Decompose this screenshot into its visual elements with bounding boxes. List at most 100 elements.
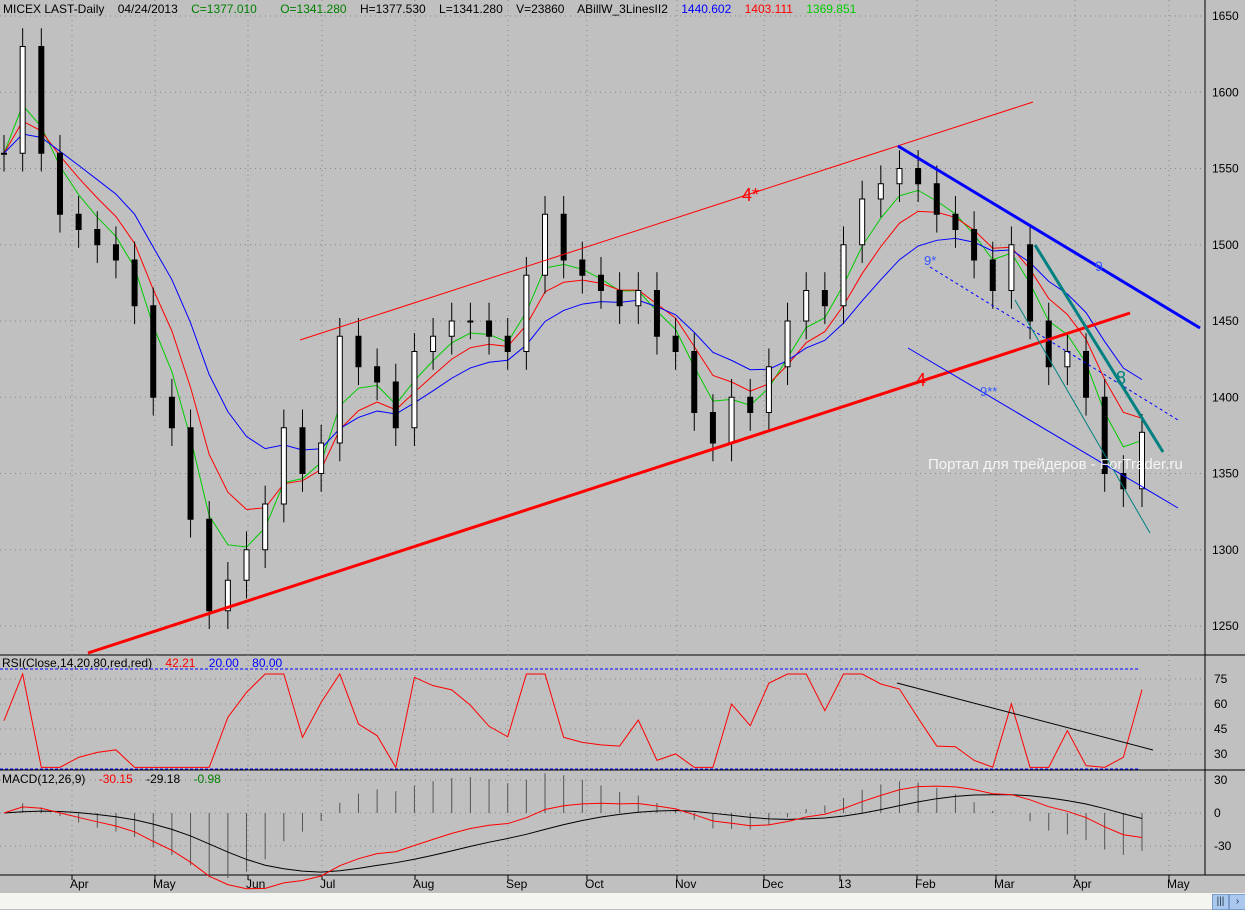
scroll-thumb[interactable]: ||| bbox=[1212, 894, 1229, 910]
price-tick-label: 1550 bbox=[1212, 162, 1239, 176]
watermark: Портал для трейдеров - ForTrader.ru bbox=[928, 456, 1183, 473]
symbol-label: MICEX LAST-Daily bbox=[3, 2, 105, 16]
x-tick-label: Apr bbox=[70, 877, 89, 891]
ma-blue-value: 1440.602 bbox=[681, 2, 732, 16]
ma-red-line bbox=[3, 120, 1143, 510]
macd-line bbox=[3, 785, 1143, 890]
price-tick-label: 1650 bbox=[1212, 9, 1239, 23]
x-tick-label: Jul bbox=[320, 877, 335, 891]
candle-body bbox=[653, 290, 660, 337]
candle-body bbox=[411, 351, 418, 429]
x-tick-label: Sep bbox=[506, 877, 528, 891]
candle-body bbox=[896, 168, 903, 185]
macd-header: MACD(12,26,9) -30.15 -29.18 -0.98 bbox=[2, 772, 231, 786]
x-tick-label: 13 bbox=[838, 877, 852, 891]
macd-signal: -29.18 bbox=[146, 772, 181, 786]
candle-body bbox=[262, 503, 269, 551]
annotation-8: 8 bbox=[1116, 368, 1127, 388]
trendline-9star bbox=[929, 266, 1179, 421]
candle-body bbox=[336, 335, 343, 444]
x-tick-label: May bbox=[153, 877, 176, 891]
candle-body bbox=[131, 259, 138, 307]
trendline-4star bbox=[299, 101, 1034, 341]
macd-hist: -0.98 bbox=[193, 772, 221, 786]
rsi-tick-label: 60 bbox=[1214, 697, 1228, 711]
candle-body bbox=[709, 412, 716, 444]
rsi-line bbox=[3, 672, 1143, 769]
rsi-tick-label: 45 bbox=[1214, 722, 1228, 736]
annotation-9: 9 bbox=[1095, 258, 1103, 274]
ma-blue-line bbox=[3, 133, 1143, 451]
annotation-4: 4 bbox=[916, 370, 927, 390]
price-tick-label: 1450 bbox=[1212, 314, 1239, 328]
candle-body bbox=[374, 366, 381, 383]
candle-body bbox=[672, 335, 679, 352]
chart-header: MICEX LAST-Daily 04/24/2013 C=1377.010 O… bbox=[3, 2, 866, 16]
candle-body bbox=[971, 229, 978, 261]
low-label: L=1341.280 bbox=[439, 2, 503, 16]
macd-tick-label: 30 bbox=[1214, 773, 1228, 787]
trendline-teal-thin bbox=[1014, 299, 1151, 534]
macd-signal-line bbox=[3, 794, 1143, 873]
trendline-8 bbox=[1033, 244, 1165, 453]
candle-body bbox=[448, 320, 455, 337]
volume-label: V=23860 bbox=[516, 2, 565, 16]
high-label: H=1377.530 bbox=[359, 2, 426, 16]
trendline-9 bbox=[897, 144, 1201, 330]
trendline-9starstar bbox=[907, 347, 1179, 509]
indicator-label: ABillW_3LinesII2 bbox=[577, 2, 668, 16]
macd-value: -30.15 bbox=[98, 772, 133, 786]
candle-body bbox=[877, 183, 884, 200]
candle-body bbox=[467, 320, 474, 323]
candle-body bbox=[1120, 473, 1127, 490]
candle-body bbox=[1064, 351, 1071, 368]
candle-body bbox=[579, 259, 586, 276]
candle-body bbox=[19, 46, 26, 154]
macd-tick-label: -30 bbox=[1214, 839, 1232, 853]
rsi-trendline bbox=[896, 682, 1154, 751]
price-tick-label: 1300 bbox=[1212, 543, 1239, 557]
candle-body bbox=[486, 320, 493, 337]
candle-body bbox=[542, 213, 549, 276]
candle-body bbox=[168, 396, 175, 429]
ma-red-value: 1403.111 bbox=[744, 2, 793, 16]
candle-body bbox=[915, 168, 922, 185]
trendline-4 bbox=[87, 311, 1131, 655]
candle-body bbox=[187, 427, 194, 520]
macd-tick-label: 0 bbox=[1214, 806, 1221, 820]
candle-body bbox=[75, 213, 82, 230]
candle-body bbox=[430, 335, 437, 352]
rsi-value: 42.21 bbox=[165, 656, 196, 670]
scroll-right-button[interactable]: › bbox=[1229, 894, 1245, 910]
candle-body bbox=[392, 381, 399, 429]
candle-body bbox=[224, 579, 231, 612]
rsi-low: 20.00 bbox=[208, 656, 239, 670]
price-tick-label: 1350 bbox=[1212, 467, 1239, 481]
candle-body bbox=[616, 290, 623, 307]
candle-body bbox=[784, 320, 791, 368]
candle-body bbox=[1083, 351, 1090, 398]
price-tick-label: 1250 bbox=[1212, 619, 1239, 633]
candle-body bbox=[933, 183, 940, 215]
candle-body bbox=[1027, 244, 1034, 322]
candle-body bbox=[112, 244, 119, 261]
price-tick-label: 1600 bbox=[1212, 85, 1239, 99]
candle-body bbox=[56, 152, 63, 215]
candle-body bbox=[803, 290, 810, 322]
candle-body bbox=[597, 274, 604, 291]
open-label: O=1341.280 bbox=[280, 2, 347, 16]
candle-body bbox=[1139, 431, 1145, 490]
candle-body bbox=[243, 549, 250, 581]
candle-body bbox=[859, 198, 866, 246]
candle-body bbox=[318, 442, 325, 474]
rsi-tick-label: 75 bbox=[1214, 672, 1228, 686]
candle-body bbox=[280, 427, 287, 505]
x-tick-label: Mar bbox=[994, 877, 1015, 891]
candle-body bbox=[206, 518, 213, 612]
date-label: 04/24/2013 bbox=[117, 2, 178, 16]
annotation-4star: 4* bbox=[742, 185, 760, 205]
candle-body bbox=[635, 290, 642, 307]
rsi-tick-label: 30 bbox=[1214, 747, 1228, 761]
horizontal-scrollbar[interactable]: ||| › bbox=[0, 893, 1245, 910]
